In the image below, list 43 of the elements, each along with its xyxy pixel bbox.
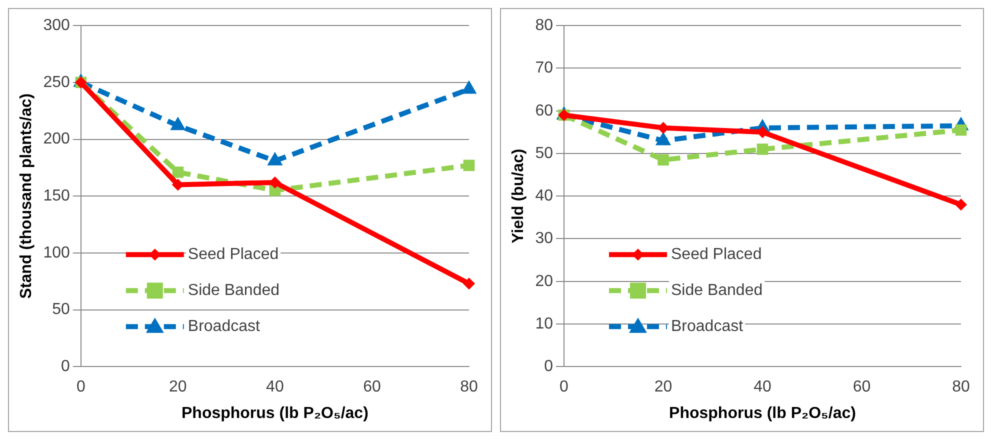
y-tick-label: 40 — [535, 188, 554, 205]
y-tick-label: 250 — [43, 74, 70, 91]
y-tick-label: 0 — [60, 358, 70, 376]
point — [172, 166, 184, 178]
y-tick-label: 200 — [43, 130, 70, 148]
x-tick-label: 0 — [76, 378, 86, 396]
x-tick-label: 60 — [363, 378, 381, 396]
x-tick-label: 20 — [169, 378, 187, 396]
y-tick-label: 150 — [43, 188, 70, 205]
x-axis-title: Phosphorus (lb P₂O₅/ac) — [669, 404, 856, 422]
x-tick-label: 80 — [952, 378, 970, 396]
x-tick-label: 60 — [852, 378, 871, 396]
x-tick-label: 20 — [654, 378, 672, 396]
x-tick-label: 80 — [460, 378, 478, 396]
legend-label: Seed Placed — [188, 246, 279, 264]
y-tick-label: 10 — [535, 315, 554, 332]
y-tick-label: 100 — [43, 244, 70, 262]
point — [955, 124, 967, 136]
x-tick-label: 40 — [754, 378, 772, 396]
y-tick-label: 300 — [43, 17, 70, 34]
legend-label: Side Banded — [670, 282, 763, 300]
y-tick-label: 50 — [52, 301, 70, 318]
legend-label: Broadcast — [188, 318, 260, 336]
legend-label: Seed Placed — [670, 246, 762, 264]
point — [955, 198, 967, 211]
point — [658, 154, 669, 166]
legend-label: Side Banded — [188, 282, 280, 300]
y-tick-label: 80 — [535, 17, 554, 34]
y-tick-label: 70 — [535, 60, 554, 77]
x-tick-label: 0 — [560, 378, 569, 396]
point — [463, 278, 475, 290]
y-tick-label: 20 — [535, 272, 554, 290]
y-tick-label: 0 — [544, 358, 554, 376]
y-axis-title: Stand (thousand plants/ac) — [18, 93, 36, 299]
point — [756, 144, 768, 155]
x-axis-title: Phosphorus (lb P₂O₅/ac) — [181, 404, 368, 422]
y-axis-title: Yield (bu/ac) — [510, 148, 528, 244]
y-tick-label: 50 — [535, 144, 554, 162]
y-tick-label: 60 — [535, 102, 554, 120]
y-tick-label: 30 — [535, 230, 554, 248]
point — [463, 160, 475, 172]
legend-label: Broadcast — [670, 318, 744, 336]
x-tick-label: 40 — [266, 378, 284, 396]
